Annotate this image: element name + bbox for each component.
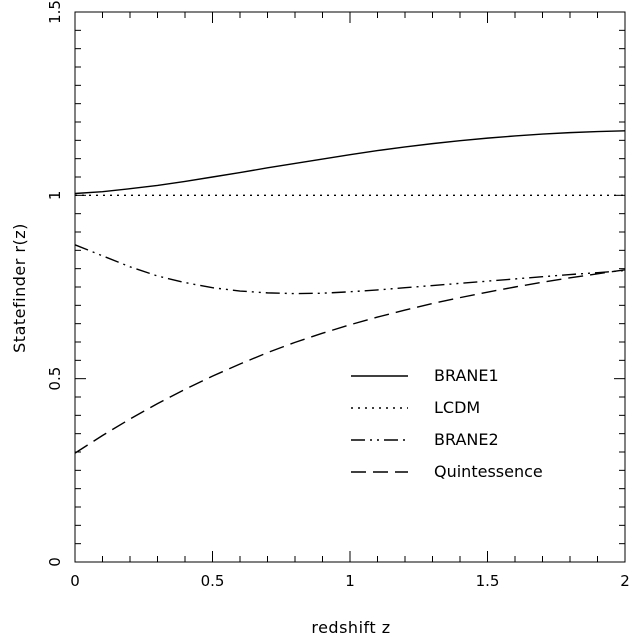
series-line-brane2 xyxy=(74,244,626,295)
y-tick-label: 0.5 xyxy=(46,367,64,391)
x-tick-label: 1.5 xyxy=(476,572,500,590)
x-tick-label: 1 xyxy=(345,572,355,590)
x-tick-label: 2 xyxy=(620,572,629,590)
legend-label: Quintessence xyxy=(434,462,543,481)
x-tick-label: 0.5 xyxy=(201,572,225,590)
series-layer xyxy=(74,130,626,454)
y-axis-label: Statefinder r(z) xyxy=(10,223,29,353)
series-line-quintessence xyxy=(74,269,626,454)
series-line-brane1 xyxy=(74,130,626,195)
legend: BRANE1 LCDM BRANE2 Quintessence xyxy=(351,366,543,481)
legend-label: BRANE2 xyxy=(434,430,499,449)
legend-label: LCDM xyxy=(434,398,480,417)
legend-label: BRANE1 xyxy=(434,366,499,385)
x-axis-label: redshift z xyxy=(311,618,390,637)
x-tick-label: 0 xyxy=(70,572,80,590)
y-tick-label: 1.5 xyxy=(46,0,64,24)
y-tick-label: 0 xyxy=(46,557,64,567)
plot-frame xyxy=(74,11,626,563)
y-tick-label: 1 xyxy=(46,191,64,201)
tick-labels: 0 0.5 1 1.5 2 0 0.5 1 1.5 xyxy=(46,0,629,590)
